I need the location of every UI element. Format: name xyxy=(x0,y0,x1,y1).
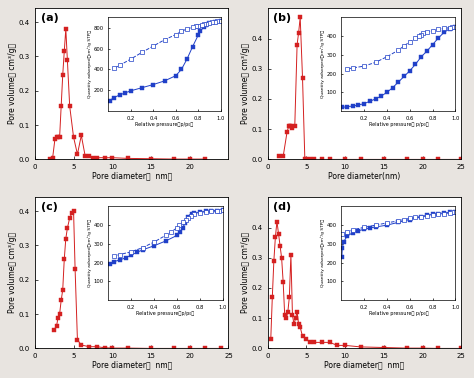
Text: (d): (d) xyxy=(273,202,292,212)
X-axis label: Pore diameter（  nm）: Pore diameter（ nm） xyxy=(91,361,172,370)
Y-axis label: Pore volume（ cm³/g）: Pore volume（ cm³/g） xyxy=(241,43,250,124)
X-axis label: Pore diameter（  nm）: Pore diameter（ nm） xyxy=(324,361,405,370)
Y-axis label: Pore volume（ cm³/g）: Pore volume（ cm³/g） xyxy=(241,232,250,313)
X-axis label: Pore diameter（  nm）: Pore diameter（ nm） xyxy=(91,172,172,181)
Text: (b): (b) xyxy=(273,13,292,23)
Text: (a): (a) xyxy=(41,13,58,23)
Y-axis label: Pore volume（ cm³/g）: Pore volume（ cm³/g） xyxy=(9,43,18,124)
Text: (c): (c) xyxy=(41,202,57,212)
Y-axis label: Pore volume（ cm³/g）: Pore volume（ cm³/g） xyxy=(9,232,18,313)
X-axis label: Pore diameter(nm): Pore diameter(nm) xyxy=(328,172,401,181)
